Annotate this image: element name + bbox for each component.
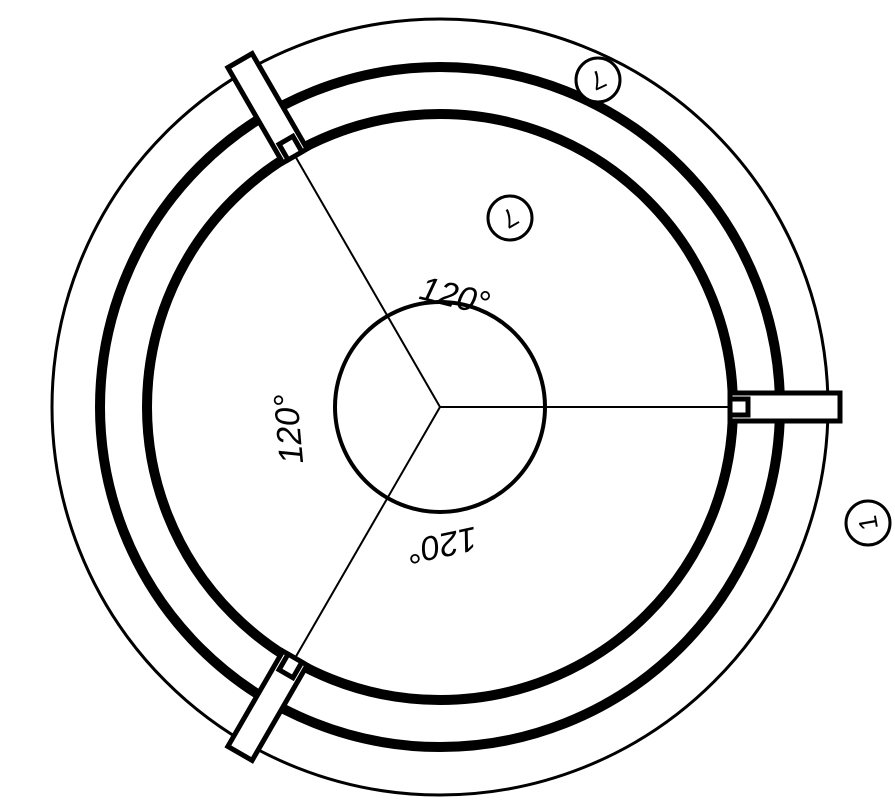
callout-2: 1 <box>846 501 890 545</box>
angle-label-1: 120° <box>267 392 311 465</box>
callout-0: 7 <box>576 58 620 102</box>
connector-tab-0 <box>730 399 748 415</box>
connector-0 <box>730 393 840 421</box>
callout-1: 7 <box>488 196 532 240</box>
